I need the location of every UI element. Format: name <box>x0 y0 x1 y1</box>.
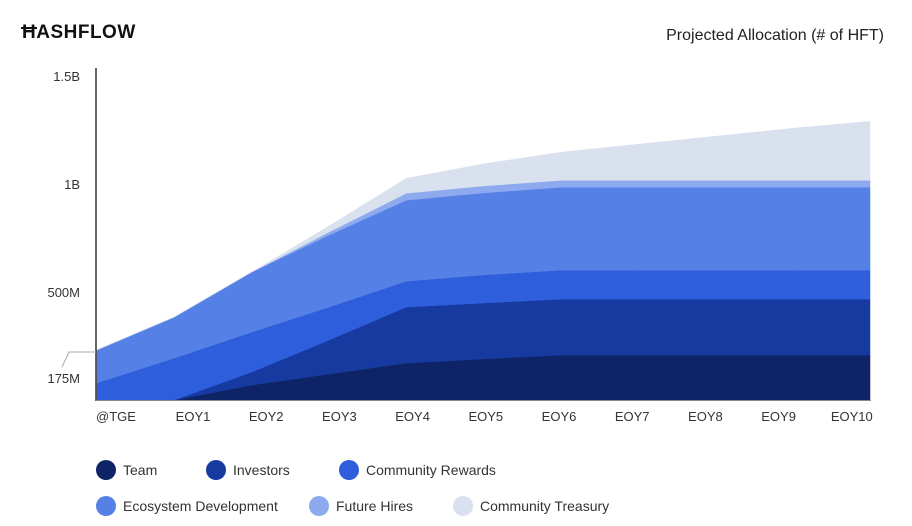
legend-item: Investors <box>206 460 290 480</box>
x-tick-label: EOY4 <box>395 409 430 424</box>
area-community-treasury <box>96 121 871 351</box>
legend-swatch <box>309 496 329 516</box>
y-tick-label: 500M <box>47 285 80 300</box>
logo-text: ASHFLOW <box>36 22 136 43</box>
legend-item: Community Treasury <box>453 496 609 516</box>
x-tick-label: EOY6 <box>542 409 577 424</box>
hashflow-logo: HASHFLOW <box>20 22 136 43</box>
legend-label: Community Treasury <box>480 498 610 514</box>
legend-swatch <box>206 460 226 480</box>
x-tick-label: EOY3 <box>322 409 357 424</box>
legend-swatch <box>453 496 473 516</box>
legend-swatch <box>96 496 116 516</box>
legend-item: Community Rewards <box>339 460 496 480</box>
y-tick-label: 1.5B <box>53 69 80 84</box>
legend-label: Team <box>123 462 158 478</box>
x-tick-label: EOY10 <box>831 409 873 424</box>
legend-item: Ecosystem Development <box>96 496 278 516</box>
legend-label: Investors <box>233 462 290 478</box>
x-tick-label: @TGE <box>96 409 136 424</box>
legend-item: Future Hires <box>309 496 413 516</box>
x-tick-label: EOY2 <box>249 409 284 424</box>
chart-title: Projected Allocation (# of HFT) <box>666 27 884 44</box>
legend-label: Community Rewards <box>366 462 496 478</box>
legend-item: Team <box>96 460 157 480</box>
x-tick-label: EOY9 <box>761 409 796 424</box>
y-tick-label: 1B <box>64 177 80 192</box>
tge-annotation-connector <box>61 351 96 368</box>
x-tick-label: EOY7 <box>615 409 650 424</box>
x-tick-label: EOY8 <box>688 409 723 424</box>
x-tick-label: EOY5 <box>468 409 503 424</box>
legend-swatch <box>339 460 359 480</box>
legend-label: Ecosystem Development <box>123 498 278 514</box>
legend-label: Future Hires <box>336 498 414 514</box>
legend-swatch <box>96 460 116 480</box>
x-tick-label: EOY1 <box>176 409 211 424</box>
y-tick-label: 175M <box>47 371 80 386</box>
